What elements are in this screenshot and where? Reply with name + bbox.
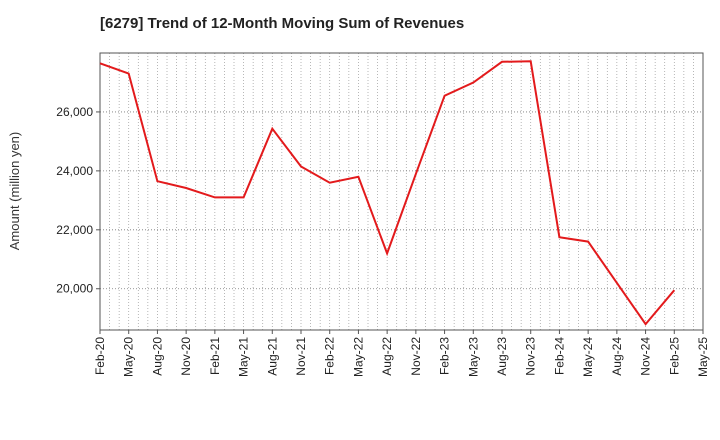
x-tick-label: Aug-20 (150, 337, 164, 376)
x-tick-label: Aug-24 (610, 337, 624, 376)
grid-lines (100, 53, 703, 330)
x-tick-label: Feb-21 (208, 337, 222, 375)
y-tick-label: 20,000 (56, 282, 93, 296)
y-axis-label: Amount (million yen) (7, 132, 22, 251)
x-tick-label: May-21 (237, 337, 251, 377)
x-tick-label: May-25 (696, 337, 710, 377)
y-axis: 20,000 22,000 24,000 26,000 (56, 105, 100, 296)
x-tick-label: Nov-24 (639, 337, 653, 376)
series-line (99, 60, 676, 326)
x-tick-label: Aug-21 (265, 337, 279, 376)
x-tick-label: Nov-20 (179, 337, 193, 376)
x-tick-label: May-23 (466, 337, 480, 377)
x-tick-label: Feb-25 (667, 337, 681, 375)
x-tick-label: Aug-22 (380, 337, 394, 376)
x-tick-label: Nov-23 (524, 337, 538, 376)
x-tick-label: Nov-21 (294, 337, 308, 376)
y-tick-label: 22,000 (56, 223, 93, 237)
x-tick-label: May-24 (581, 337, 595, 377)
x-tick-label: Feb-24 (552, 337, 566, 375)
x-tick-label: Aug-23 (495, 337, 509, 376)
plot-area (99, 52, 704, 331)
x-tick-label: Feb-20 (93, 337, 107, 375)
y-tick-label: 26,000 (56, 105, 93, 119)
x-tick-label: May-20 (122, 337, 136, 377)
x-tick-label: Nov-22 (409, 337, 423, 376)
x-tick-label: Feb-23 (438, 337, 452, 375)
chart-title: [6279] Trend of 12-Month Moving Sum of R… (100, 15, 465, 32)
x-tick-label: Feb-22 (323, 337, 337, 375)
y-tick-label: 24,000 (56, 164, 93, 178)
x-tick-label: May-22 (351, 337, 365, 377)
x-axis: Feb-20 May-20 Aug-20 Nov-20 Feb-21 May-21 Aug-… (93, 330, 710, 377)
